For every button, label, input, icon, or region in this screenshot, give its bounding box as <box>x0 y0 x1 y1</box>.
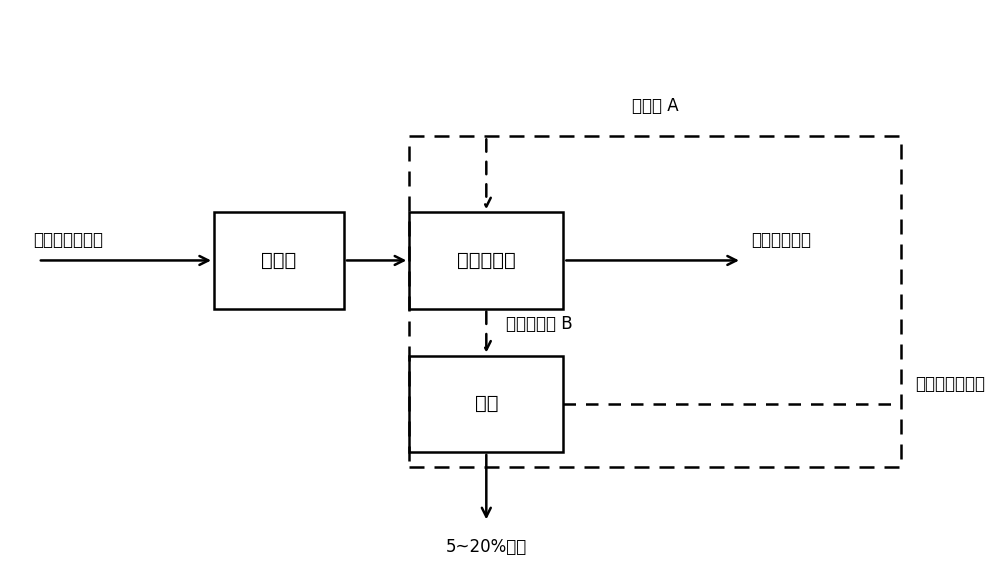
Text: 含氨废水或料液: 含氨废水或料液 <box>33 232 103 250</box>
Bar <box>409 212 563 309</box>
Bar <box>409 137 901 467</box>
Text: 气态膜脱氨: 气态膜脱氨 <box>457 251 516 270</box>
Bar <box>409 356 563 452</box>
Bar <box>214 212 344 309</box>
Text: 精馏: 精馏 <box>475 395 498 413</box>
Text: 吸收剂 A: 吸收剂 A <box>632 97 678 115</box>
Text: 浓缩或加水稀释: 浓缩或加水稀释 <box>915 375 985 393</box>
Text: 吸收完成液 B: 吸收完成液 B <box>506 315 572 333</box>
Text: 5~20%氨水: 5~20%氨水 <box>446 538 527 556</box>
Text: 氨氮达标废水: 氨氮达标废水 <box>751 232 811 250</box>
Text: 预处理: 预处理 <box>261 251 297 270</box>
